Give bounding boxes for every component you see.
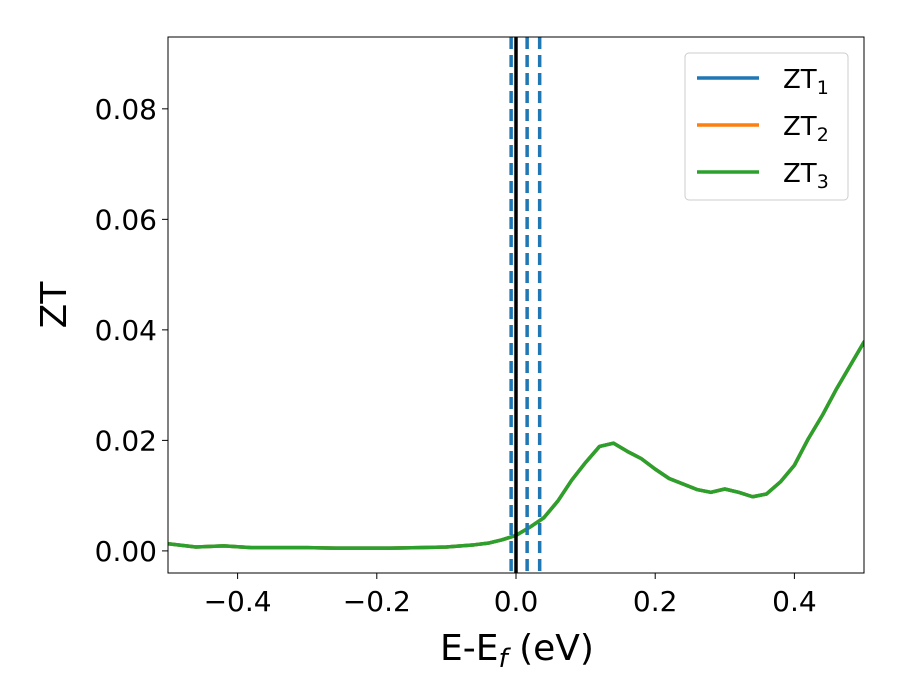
reference-lines: [509, 37, 542, 573]
x-tick-label: −0.4: [204, 585, 272, 618]
legend-label-3: ZT3: [783, 159, 829, 193]
y-tick-label: 0.02: [95, 424, 157, 457]
y-tick-label: 0.04: [95, 314, 157, 347]
series-line-3: [168, 340, 864, 550]
x-axis: −0.4 −0.2 0.0 0.2 0.4: [204, 573, 817, 618]
x-tick-label: 0.4: [772, 585, 817, 618]
y-axis: 0.00 0.02 0.04 0.06 0.08: [95, 93, 168, 568]
legend-label-2: ZT2: [783, 112, 829, 146]
y-tick-label: 0.06: [95, 203, 157, 236]
x-axis-label: E-Ef (eV): [440, 628, 594, 674]
x-tick-label: −0.2: [343, 585, 411, 618]
legend-label-1: ZT1: [783, 65, 829, 99]
legend-box: [684, 52, 849, 201]
x-axis-label-unit: (eV): [508, 628, 594, 669]
y-tick-label: 0.08: [95, 93, 157, 126]
legend: ZT1 ZT2 ZT3: [684, 52, 849, 201]
y-axis-label: ZT: [34, 281, 75, 329]
x-axis-label-main: E-E: [440, 628, 498, 669]
y-tick-label: 0.00: [95, 535, 157, 568]
series-layer: [168, 340, 864, 550]
x-tick-label: 0.2: [633, 585, 678, 618]
x-tick-label: 0.0: [494, 585, 539, 618]
